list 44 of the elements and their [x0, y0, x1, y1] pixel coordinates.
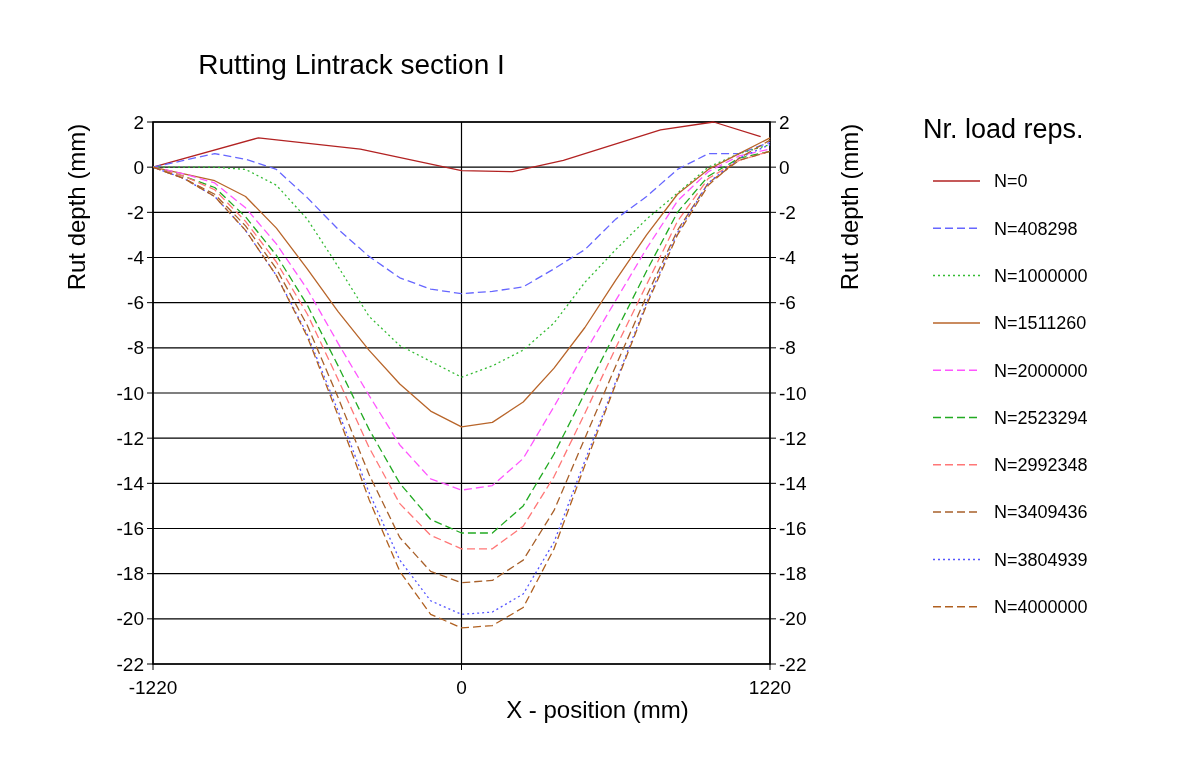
chart-title: Rutting Lintrack section I: [198, 49, 505, 80]
y-tick-label: -22: [116, 653, 144, 675]
y2-tick-label: -20: [779, 608, 807, 630]
x-tick-label: -1220: [128, 677, 178, 698]
x-axis-title: X - position (mm): [506, 696, 689, 723]
legend-label: N=4000000: [994, 597, 1088, 617]
y2-tick-label: -22: [779, 653, 807, 675]
y2-tick-label: -12: [779, 427, 807, 449]
x-tick-label: 0: [456, 677, 467, 698]
y2-tick-label: -6: [779, 292, 796, 314]
x-tick-label: 1220: [748, 677, 792, 698]
legend-label: N=1000000: [994, 265, 1088, 286]
legend-label: N=1511260: [994, 313, 1087, 334]
y2-tick-label: -16: [779, 518, 807, 540]
y-tick-label: -8: [127, 337, 144, 359]
y2-tick-label: -14: [779, 472, 807, 494]
y2-tick-label: 0: [779, 156, 790, 178]
y-tick-label: -4: [127, 247, 145, 269]
legend-label: N=2523294: [994, 407, 1088, 428]
legend-label: N=408298: [994, 218, 1078, 239]
y2-tick-label: -10: [779, 382, 807, 404]
y-tick-label: 2: [133, 111, 144, 133]
y-tick-label: -18: [116, 563, 144, 585]
legend-title: Nr. load reps.: [923, 114, 1084, 144]
y-axis-title: Rut depth (mm): [63, 123, 90, 291]
y-tick-label: -2: [127, 201, 144, 223]
legend-label: N=2000000: [994, 360, 1088, 381]
legend-label: N=2992348: [994, 455, 1088, 476]
y-tick-label: -6: [127, 292, 144, 314]
y2-axis-title: Rut depth (mm): [836, 123, 863, 291]
y-tick-label: -14: [116, 472, 145, 494]
legend-label: N=0: [994, 171, 1028, 192]
legend-label: N=3804939: [994, 549, 1088, 570]
y2-tick-label: -4: [779, 247, 797, 269]
y2-tick-label: 2: [779, 111, 790, 133]
y2-tick-label: -2: [779, 201, 796, 223]
legend-label: N=3409436: [994, 502, 1088, 523]
y-tick-label: -12: [116, 427, 144, 449]
y-tick-label: 0: [133, 156, 144, 178]
y-tick-label: -10: [116, 382, 144, 404]
y-tick-label: -16: [116, 518, 144, 540]
y-tick-label: -20: [116, 608, 144, 630]
y2-tick-label: -18: [779, 563, 807, 585]
y2-tick-label: -8: [779, 337, 796, 359]
